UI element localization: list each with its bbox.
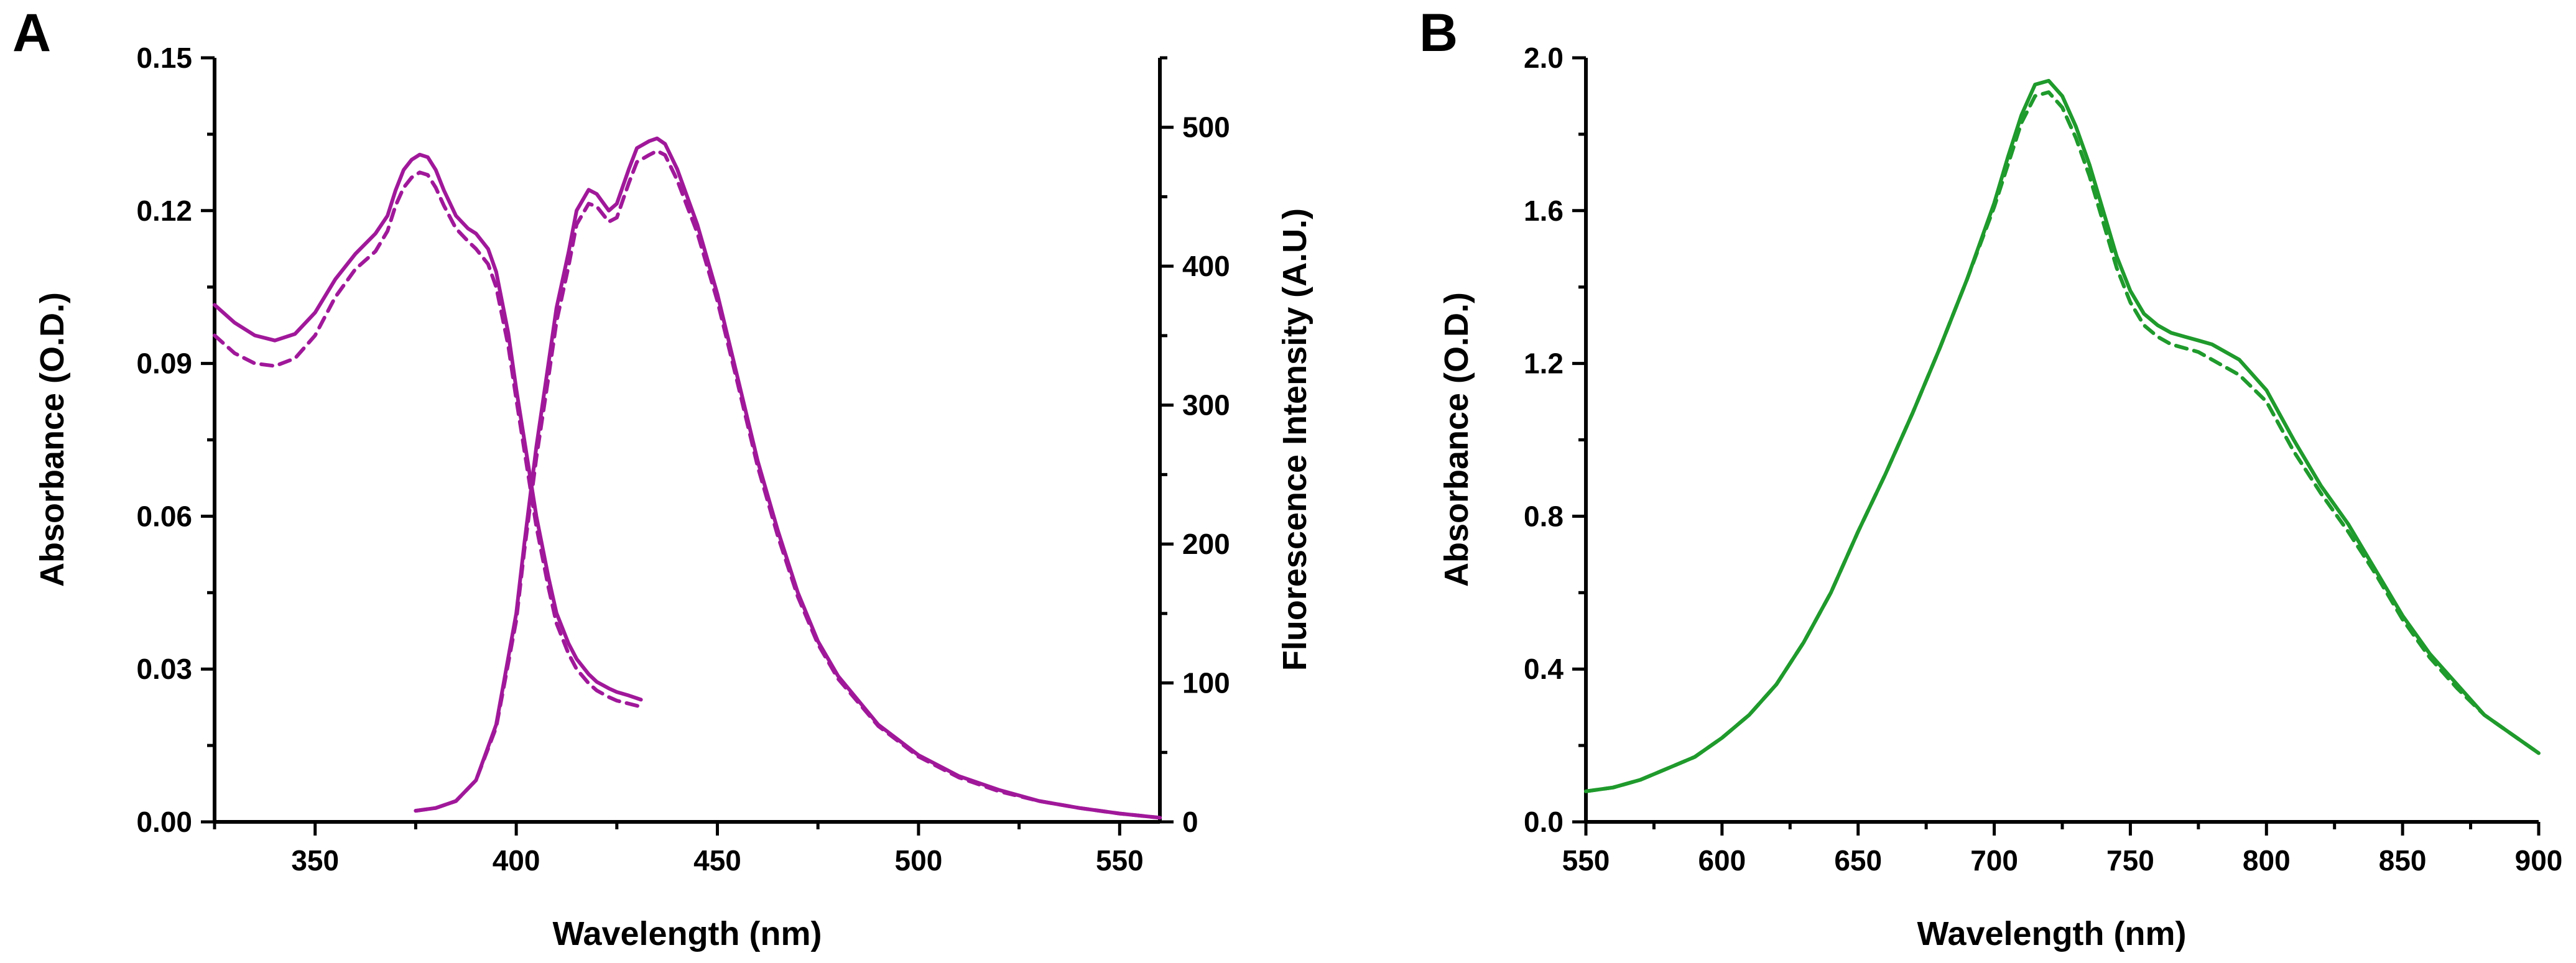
panel-a-series-absorbance-dashed — [213, 170, 643, 709]
panel-a-x-tick-label: 500 — [895, 844, 943, 877]
panel-b-y-axis-title: Absorbance (O.D.) — [1438, 292, 1475, 587]
panel-a-y-tick-label: 0.00 — [136, 806, 192, 838]
panel-a-y2-tick-label: 400 — [1182, 250, 1230, 282]
panel-a-y-tick-label: 0.12 — [136, 195, 192, 227]
panel-a-y2-tick-label: 0 — [1182, 806, 1198, 838]
panel-b-y-tick-label: 0.8 — [1524, 500, 1564, 532]
panel-a-y2-axis-title: Fluorescence Intensity (A.U.) — [1276, 208, 1313, 671]
panel-b-x-tick-label: 550 — [1562, 844, 1610, 877]
panel-label-a: A — [12, 3, 51, 63]
panel-b-y-tick-label: 0.0 — [1524, 806, 1564, 838]
panel-a-y2-tick-label: 100 — [1182, 667, 1230, 699]
panel-a-series-absorbance-solid — [213, 152, 643, 702]
panel-a-y-tick-label: 0.15 — [136, 42, 192, 74]
panel-a-y-tick-label: 0.03 — [136, 653, 192, 685]
panel-b-x-tick-label: 750 — [2106, 844, 2154, 877]
panel-b-y-tick-label: 0.4 — [1524, 653, 1564, 685]
panel-b-series-absorbance-solid — [1584, 78, 2541, 793]
panel-b-x-tick-label: 800 — [2243, 844, 2291, 877]
panel-b-x-tick-label: 900 — [2515, 844, 2563, 877]
panel-a-x-tick-label: 400 — [493, 844, 540, 877]
panel-label-b: B — [1419, 3, 1458, 63]
panel-a-x-tick-label: 550 — [1096, 844, 1144, 877]
panel-b-x-axis-title: Wavelength (nm) — [1917, 915, 2186, 952]
panel-b-y-tick-label: 1.6 — [1524, 195, 1564, 227]
panel-a-series-fluorescence-dashed — [414, 149, 1162, 820]
panel-b: B Wavelength (nm) Absorbance (O.D.) 550 6… — [1419, 3, 2562, 952]
panel-b-y-tick-label: 2.0 — [1524, 42, 1564, 74]
panel-b-x-tick-label: 650 — [1834, 844, 1882, 877]
panel-a-y2-tick-label: 200 — [1182, 528, 1230, 560]
panel-b-y-tick-label: 1.2 — [1524, 348, 1564, 380]
panel-a-x-axis-title: Wavelength (nm) — [552, 915, 822, 952]
panel-b-series-absorbance-dashed — [1584, 90, 2541, 793]
panel-a-y-axis-title: Absorbance (O.D.) — [34, 292, 71, 587]
panel-a-x-tick-label: 450 — [693, 844, 741, 877]
panel-a-y2-tick-label: 300 — [1182, 389, 1230, 422]
panel-a-y-tick-label: 0.06 — [136, 500, 192, 532]
panel-a-y-tick-label: 0.09 — [136, 348, 192, 380]
panel-a-y2-tick-label: 500 — [1182, 111, 1230, 144]
panel-b-x-tick-label: 850 — [2379, 844, 2427, 877]
panel-a: A Wavelength (nm) Absorbance (O.D.) Fluo… — [12, 3, 1313, 952]
panel-b-x-tick-label: 600 — [1698, 844, 1746, 877]
panel-b-x-tick-label: 700 — [1970, 844, 2018, 877]
panel-a-x-tick-label: 350 — [291, 844, 339, 877]
